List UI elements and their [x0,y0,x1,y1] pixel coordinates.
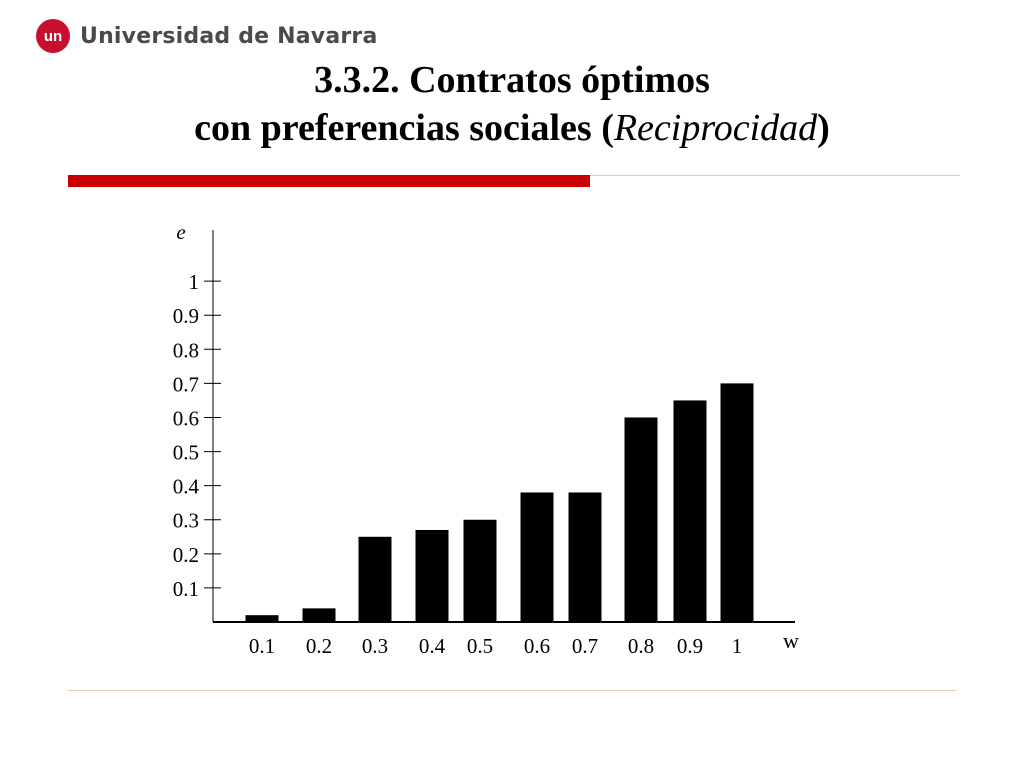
x-tick-label: 0.3 [362,634,388,658]
bar [520,492,554,622]
x-tick-label: 0.4 [419,634,446,658]
x-tick-label: 0.1 [249,634,275,658]
x-tick-label: 0.8 [628,634,654,658]
x-tick-label: 0.5 [467,634,493,658]
title-line-2: con preferencias sociales (Reciprocidad) [0,104,1024,152]
y-tick-label: 0.1 [173,577,199,601]
title-divider-thin [590,175,960,176]
y-axis-ticks: 0.1 0.2 0.3 0.4 0.5 0.6 0.7 0.8 0.9 1 [173,270,221,601]
bar [358,536,392,622]
title-line-2-suffix: ) [817,107,830,149]
bar [673,400,707,622]
x-tick-label: 1 [732,634,743,658]
university-logo: un Universidad de Navarra [36,16,378,56]
y-tick-label: 0.2 [173,543,199,567]
bars [245,383,754,622]
x-axis-tick-labels: 0.1 0.2 0.3 0.4 0.5 0.6 0.7 0.8 0.9 1 [249,634,742,658]
bar [568,492,602,622]
x-tick-label: 0.9 [677,634,703,658]
bar [302,608,336,622]
bar [415,529,449,622]
y-tick-label: 0.4 [173,475,200,499]
x-tick-label: 0.6 [524,634,550,658]
y-tick-label: 0.5 [173,441,199,465]
title-line-2-prefix: con preferencias sociales ( [194,107,614,149]
y-tick-label: 1 [189,270,200,294]
y-tick-label: 0.3 [173,509,199,533]
bar [245,615,279,622]
y-tick-label: 0.9 [173,304,199,328]
footer-divider [68,690,956,691]
x-axis-label: w [783,628,799,653]
title-line-2-italic: Reciprocidad [613,107,818,149]
y-axis-label: e [176,220,185,244]
title-divider-thick [68,175,590,187]
slide-title: 3.3.2. Contratos óptimos con preferencia… [0,56,1024,152]
y-tick-label: 0.8 [173,338,199,362]
title-line-1: 3.3.2. Contratos óptimos [314,59,710,101]
y-tick-label: 0.7 [173,372,199,396]
logo-text: Universidad de Navarra [80,23,378,49]
y-tick-label: 0.6 [173,406,199,430]
x-tick-label: 0.7 [572,634,598,658]
bar [624,417,658,622]
bar [463,519,497,622]
x-tick-label: 0.2 [306,634,332,658]
bar [720,383,754,622]
logo-mark-icon: un [36,19,70,53]
